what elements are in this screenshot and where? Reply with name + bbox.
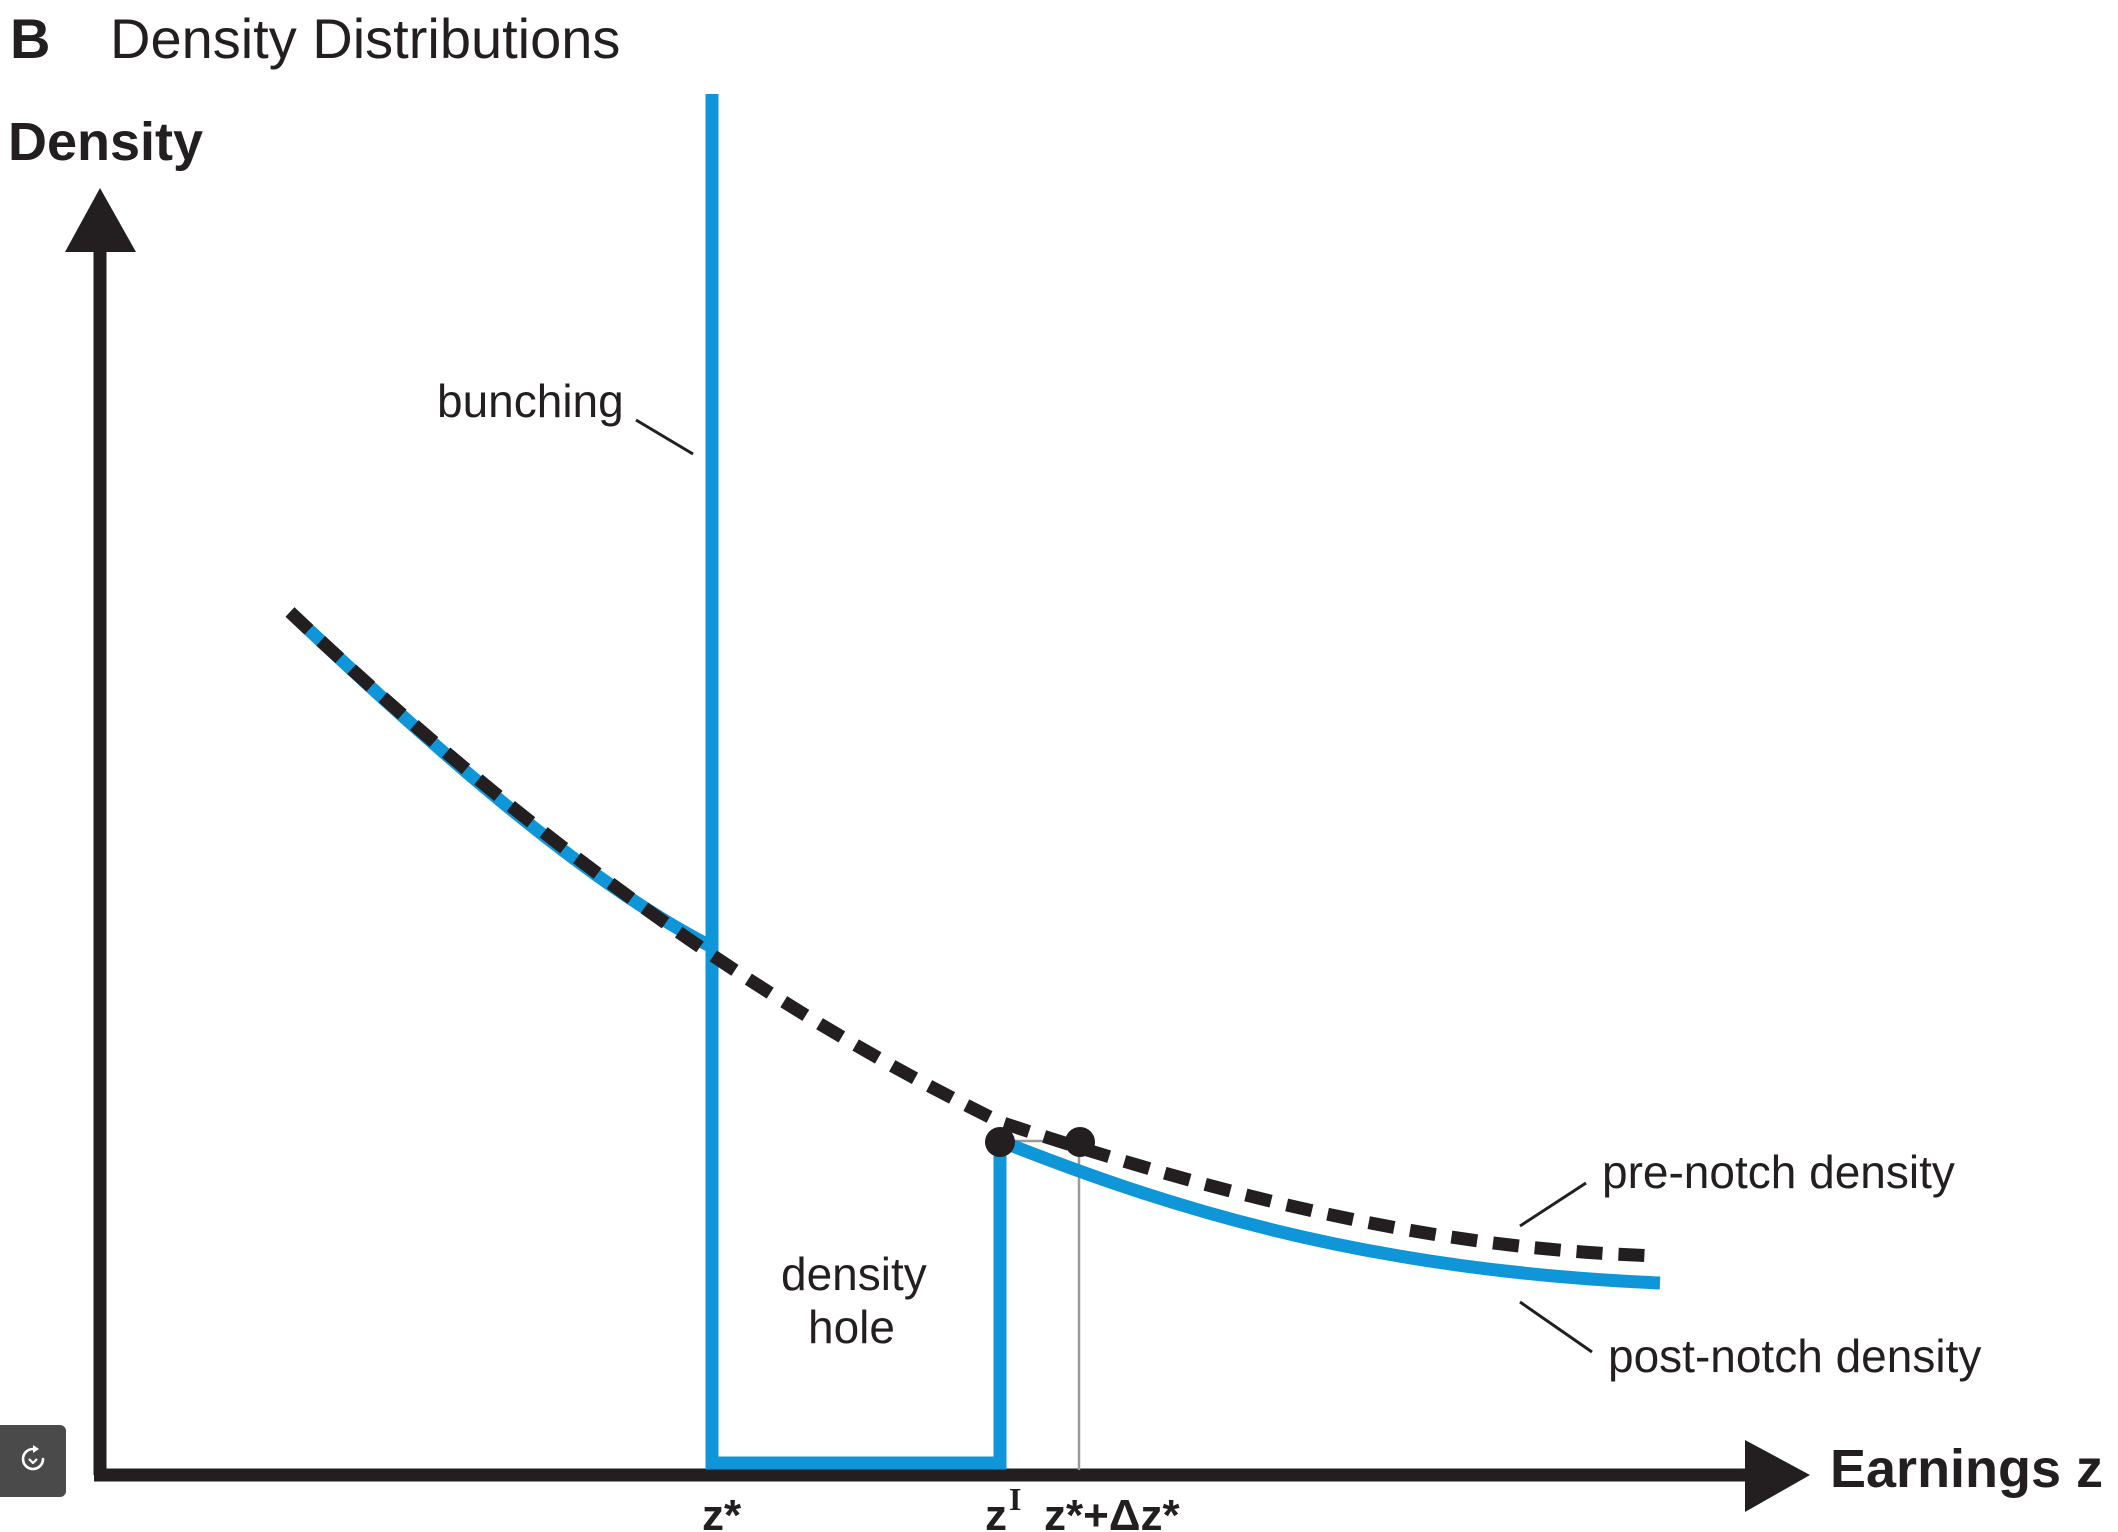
axes [65,188,1810,1512]
refresh-icon [18,1444,48,1479]
panel-title: Density Distributions [110,7,620,70]
refresh-button[interactable] [0,1425,66,1497]
point-z-i [985,1127,1015,1157]
post-notch-density-label: post-notch density [1608,1330,1981,1382]
x-axis-label: Earnings z [1830,1439,2103,1499]
x-axis-arrowhead [1745,1440,1810,1512]
tick-z-star: z* [702,1491,742,1532]
bunching-spike-and-hole [705,94,1007,1470]
density-hole-label-line1: density [781,1248,927,1300]
tick-z-star-delta: z*+Δz* [1044,1491,1180,1532]
y-axis-label: Density [8,112,203,172]
bunching-leader [635,418,694,456]
density-hole-label-line2: hole [808,1301,895,1353]
post-notch-curve-right [997,1134,1661,1290]
tick-z-i-superscript: I [1009,1481,1021,1517]
pre-notch-density-label: pre-notch density [1602,1146,1955,1198]
tick-z-i: z [985,1491,1007,1532]
panel-letter: B [10,7,50,70]
pre-notch-density-curve [285,607,1661,1263]
pre-notch-leader [1519,1181,1587,1228]
post-notch-density [285,94,1661,1470]
bunching-label: bunching [437,375,624,427]
post-notch-leader [1519,1300,1593,1354]
y-axis-arrowhead [65,188,136,252]
point-z-star-delta [1065,1127,1095,1157]
post-notch-curve-left [285,607,715,953]
